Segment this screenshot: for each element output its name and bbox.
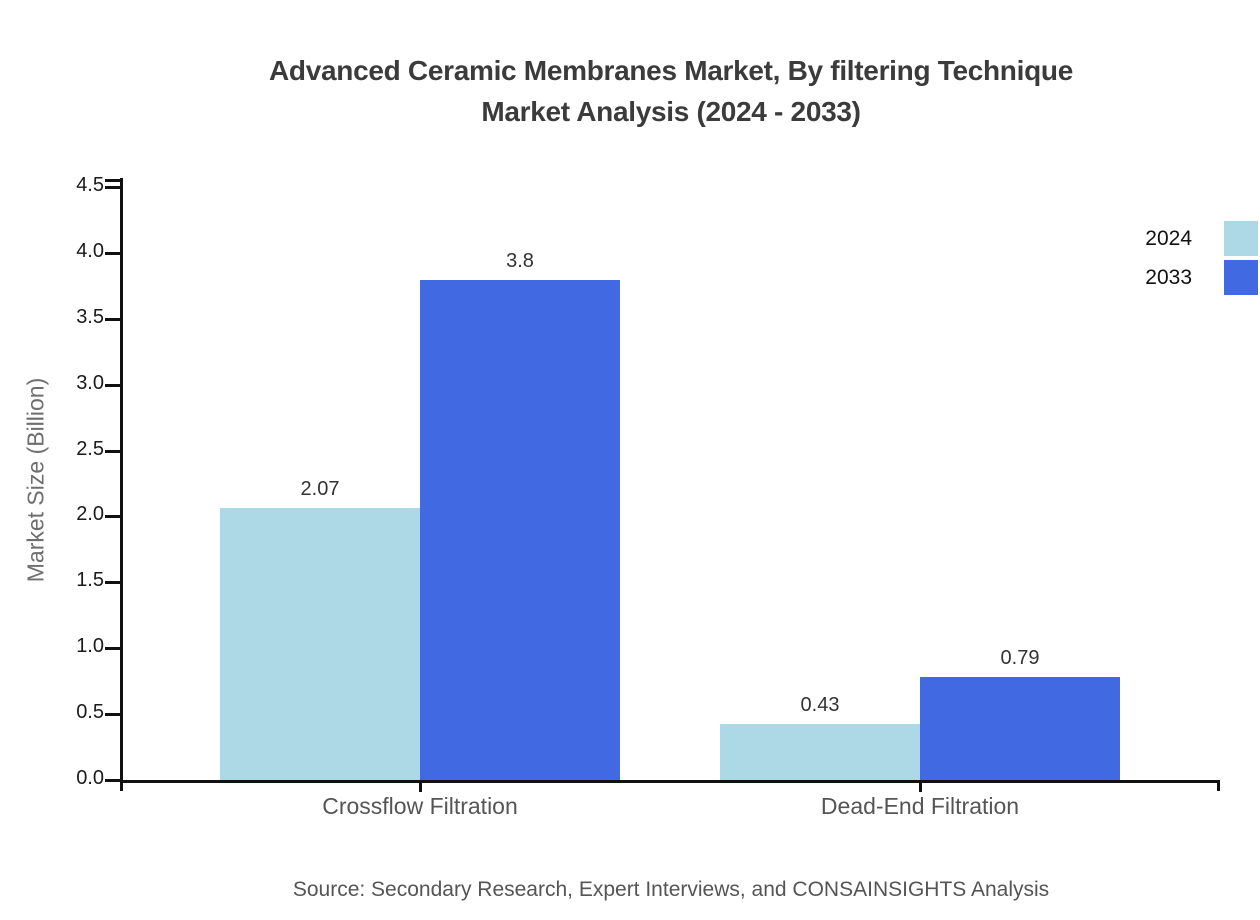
y-tick-label: 4.0 (76, 240, 104, 262)
y-tick (105, 779, 120, 782)
y-tick (105, 515, 120, 518)
chart-title-line2: Market Analysis (2024 - 2033) (481, 96, 861, 127)
y-tick-label: 2.0 (76, 503, 104, 525)
y-tick-label: 3.0 (76, 372, 104, 394)
bar-2024-0 (220, 508, 420, 781)
x-tick (919, 783, 922, 792)
y-tick-label: 2.5 (76, 438, 104, 460)
chart-title-line1: Advanced Ceramic Membranes Market, By fi… (269, 55, 1073, 86)
y-tick-label: 1.0 (76, 635, 104, 657)
y-tick-label: 0.0 (76, 767, 104, 789)
x-category-label-deadend: Dead-End Filtration (820, 793, 1020, 819)
legend-swatch-2024 (1224, 221, 1258, 256)
x-axis-end-cap (1217, 780, 1220, 791)
bar-value-label: 3.8 (506, 250, 534, 272)
bar-value-label: 0.43 (800, 694, 840, 716)
y-tick (105, 318, 120, 321)
x-tick (419, 783, 422, 792)
legend: 2024 2033 (1145, 219, 1258, 297)
y-tick-label: 1.5 (76, 569, 104, 591)
legend-label-2033: 2033 (1145, 265, 1192, 289)
y-tick (105, 186, 120, 189)
bar-2033-1 (920, 677, 1120, 781)
bar-2033-0 (420, 280, 620, 781)
x-axis-line (120, 780, 1220, 783)
bar-2024-1 (720, 724, 920, 781)
bar-value-label: 2.07 (300, 478, 340, 500)
y-tick (105, 384, 120, 387)
legend-swatch-2033 (1224, 260, 1258, 295)
legend-label-2024: 2024 (1145, 226, 1192, 250)
y-tick-label: 0.5 (76, 701, 104, 723)
y-axis-end-cap (105, 179, 120, 182)
y-tick-label: 4.5 (76, 174, 104, 196)
y-tick (105, 581, 120, 584)
y-axis-line (120, 178, 123, 791)
legend-item-2024: 2024 (1145, 219, 1258, 258)
chart-title: Advanced Ceramic Membranes Market, By fi… (122, 50, 1220, 132)
y-tick (105, 450, 120, 453)
source-attribution: Source: Secondary Research, Expert Inter… (292, 878, 1050, 901)
x-category-label-crossflow: Crossflow Filtration (322, 793, 518, 819)
bar-value-label: 0.79 (1000, 647, 1040, 669)
y-axis-title: Market Size (Billion) (22, 377, 49, 583)
y-tick-label: 3.5 (76, 306, 104, 328)
legend-item-2033: 2033 (1145, 258, 1258, 297)
y-tick (105, 647, 120, 650)
y-tick (105, 713, 120, 716)
y-tick (105, 252, 120, 255)
